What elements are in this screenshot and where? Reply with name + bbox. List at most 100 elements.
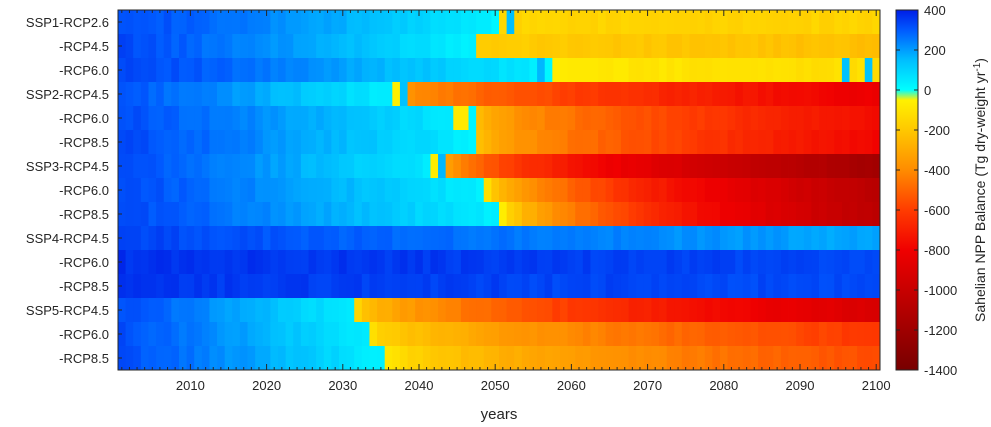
heatmap-cell — [232, 322, 241, 347]
heatmap-cell — [415, 58, 424, 83]
heatmap-cell — [239, 106, 248, 131]
heatmap-cell — [628, 226, 637, 251]
heatmap-cell — [430, 130, 439, 155]
heatmap-cell — [308, 10, 317, 35]
heatmap-cell — [559, 226, 568, 251]
heatmap-cell — [194, 10, 203, 35]
heatmap-cell — [148, 202, 157, 227]
heatmap-cell — [765, 322, 774, 347]
heatmap-cell — [864, 250, 873, 275]
heatmap-cell — [499, 274, 508, 299]
heatmap-cell — [186, 10, 195, 35]
heatmap-cell — [666, 298, 675, 323]
heatmap-cell — [628, 178, 637, 203]
heatmap-cell — [773, 130, 782, 155]
heatmap-cell — [765, 106, 774, 131]
heatmap-cell — [407, 298, 416, 323]
heatmap-cell — [201, 274, 210, 299]
heatmap-cell — [430, 10, 439, 35]
heatmap-cell — [163, 178, 172, 203]
heatmap-cell — [674, 202, 683, 227]
heatmap-cell — [499, 322, 508, 347]
heatmap-cell — [796, 226, 805, 251]
heatmap-cell — [506, 82, 515, 107]
heatmap-cell — [338, 226, 347, 251]
heatmap-cell — [620, 154, 629, 179]
heatmap-cell — [262, 298, 271, 323]
heatmap-cell — [178, 250, 187, 275]
heatmap-cell — [278, 154, 287, 179]
heatmap-cell — [453, 82, 462, 107]
heatmap-cell — [735, 298, 744, 323]
heatmap-cell — [316, 10, 325, 35]
heatmap-cell — [209, 226, 218, 251]
heatmap-cell — [598, 322, 607, 347]
heatmap-cell — [118, 346, 127, 371]
heatmap-cell — [575, 34, 584, 59]
heatmap-cell — [712, 202, 721, 227]
heatmap-cell — [719, 34, 728, 59]
heatmap-cell — [377, 82, 386, 107]
heatmap-cell — [681, 154, 690, 179]
heatmap-cell — [620, 82, 629, 107]
heatmap-cell — [605, 202, 614, 227]
heatmap-cell — [872, 202, 881, 227]
heatmap-cell — [605, 298, 614, 323]
heatmap-cell — [232, 106, 241, 131]
heatmap-cell — [758, 58, 767, 83]
colorbar-tick-label: -1400 — [924, 363, 957, 378]
heatmap-cell — [430, 346, 439, 371]
heatmap-cell — [864, 82, 873, 107]
heatmap-cell — [636, 322, 645, 347]
heatmap-cell — [864, 346, 873, 371]
heatmap-cell — [308, 250, 317, 275]
heatmap-cell — [118, 106, 127, 131]
colorbar-title: Sahelian NPP Balance (Tg dry-weight yr-1… — [972, 58, 988, 322]
heatmap-cell — [620, 106, 629, 131]
heatmap-cell — [659, 202, 668, 227]
heatmap-cell — [704, 154, 713, 179]
heatmap-cell — [361, 178, 370, 203]
heatmap-cell — [742, 82, 751, 107]
x-tick-label: 2050 — [481, 378, 510, 393]
heatmap-cell — [262, 250, 271, 275]
heatmap-cell — [186, 346, 195, 371]
heatmap-cell — [864, 274, 873, 299]
x-tick-label: 2070 — [633, 378, 662, 393]
heatmap-cell — [864, 154, 873, 179]
heatmap-cell — [224, 226, 233, 251]
heatmap-cell — [346, 250, 355, 275]
heatmap-cell — [430, 106, 439, 131]
heatmap-cell — [491, 10, 500, 35]
heatmap-cell — [293, 274, 302, 299]
heatmap-cell — [483, 322, 492, 347]
heatmap-cell — [628, 34, 637, 59]
heatmap-cell — [620, 178, 629, 203]
heatmap-cell — [750, 130, 759, 155]
heatmap-cell — [178, 106, 187, 131]
heatmap-cell — [559, 154, 568, 179]
heatmap-cell — [521, 82, 530, 107]
heatmap-cell — [620, 130, 629, 155]
heatmap-cell — [293, 322, 302, 347]
heatmap-cell — [285, 322, 294, 347]
heatmap-cell — [293, 298, 302, 323]
heatmap-cell — [354, 322, 363, 347]
heatmap-cell — [278, 298, 287, 323]
heatmap-cell — [529, 322, 538, 347]
heatmap-cell — [575, 178, 584, 203]
heatmap-cell — [270, 82, 279, 107]
heatmap-cell — [651, 58, 660, 83]
heatmap-cell — [262, 346, 271, 371]
heatmap-cell — [300, 106, 309, 131]
heatmap-cell — [590, 250, 599, 275]
heatmap-cell — [232, 34, 241, 59]
heatmap-cell — [186, 202, 195, 227]
heatmap-cell — [186, 226, 195, 251]
heatmap-cell — [727, 10, 736, 35]
heatmap-cell — [590, 202, 599, 227]
heatmap-cell — [316, 34, 325, 59]
heatmap-cell — [773, 202, 782, 227]
heatmap-cell — [758, 346, 767, 371]
heatmap-cell — [415, 250, 424, 275]
